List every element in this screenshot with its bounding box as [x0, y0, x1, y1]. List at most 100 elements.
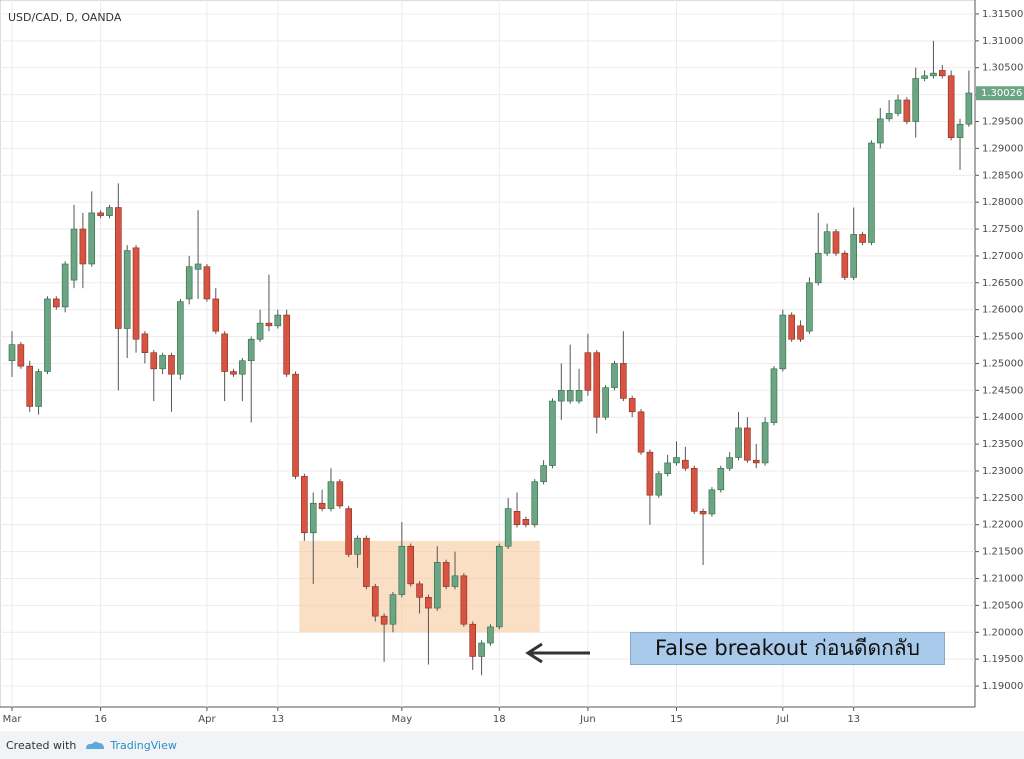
candle-body [965, 92, 973, 125]
candle-body [433, 562, 441, 609]
candle-body [690, 467, 698, 512]
candle-body [283, 314, 290, 375]
candle-body [947, 75, 955, 138]
tv-logo-cloud [86, 741, 105, 749]
candle-body [239, 360, 246, 375]
axes: 1.19000 1.19500 1.20000 1.20500 1.21000 1.215… [3, 9, 1024, 725]
candle-body [141, 333, 149, 353]
candle-body [363, 537, 370, 587]
y-tick-label: 1.27000 [982, 251, 1023, 262]
tv-logo [86, 741, 105, 749]
candle-body [868, 142, 875, 243]
candle-body [79, 228, 87, 265]
candle-body [593, 352, 601, 418]
candle-body [682, 459, 689, 469]
candle-body [416, 583, 423, 598]
candle-body [602, 387, 609, 418]
candle-body [487, 626, 494, 644]
y-tick-label: 1.21000 [982, 574, 1023, 585]
candle-body [752, 459, 760, 464]
x-tick-label: Jul [776, 714, 789, 725]
x-tick-label: 18 [493, 714, 506, 725]
candle-body [956, 123, 964, 138]
y-tick-label: 1.20000 [982, 627, 1023, 638]
candle-body [788, 314, 795, 340]
candle-body [770, 368, 778, 423]
x-tick-label: Mar [3, 714, 23, 725]
candle-body [930, 72, 937, 77]
candle-body [247, 338, 255, 362]
candle-body [575, 390, 583, 402]
candles [8, 40, 973, 676]
candle-body [655, 473, 663, 496]
candle-body [327, 481, 335, 509]
candle-body [469, 623, 477, 657]
candle-body [478, 642, 485, 657]
y-tick-label: 1.29000 [982, 143, 1023, 154]
candle-body [912, 78, 920, 122]
chart: 1.19000 1.19500 1.20000 1.20500 1.21000 1.215… [0, 0, 1024, 725]
y-tick-label: 1.28000 [982, 197, 1023, 208]
footer: Created with TradingView [0, 731, 1024, 759]
y-tick-label: 1.24000 [982, 412, 1023, 423]
x-tick-label: 13 [271, 714, 284, 725]
candle-body [850, 234, 858, 278]
candle-body [159, 355, 166, 370]
candle-body [123, 250, 131, 329]
candle-body [664, 462, 671, 474]
last-price-label: 1.30026 [981, 88, 1022, 99]
candle-body [885, 113, 893, 120]
y-tick-label: 1.26000 [982, 305, 1023, 316]
chart-title: USD/CAD, D, OANDA [8, 11, 122, 24]
candle-body [558, 390, 565, 402]
candle-body [549, 400, 556, 466]
candle-body [26, 365, 34, 407]
y-tick-label: 1.24500 [982, 385, 1023, 396]
candle-body [584, 352, 592, 391]
candle-body [44, 298, 51, 372]
candle-body [841, 252, 849, 278]
candle-body [620, 363, 627, 399]
candle-body [230, 371, 237, 375]
x-tick-label: Apr [198, 714, 216, 725]
candle-body [522, 519, 530, 526]
candle-body [797, 325, 804, 340]
candle-body [744, 427, 751, 461]
candle-body [531, 481, 539, 526]
candle-body [504, 508, 512, 547]
candle-body [495, 545, 503, 628]
y-tick-label: 1.23500 [982, 439, 1023, 450]
candle-body [345, 508, 352, 555]
candle-body [150, 352, 158, 370]
y-tick-label: 1.26500 [982, 278, 1023, 289]
candle-body [761, 422, 769, 464]
candle-body [203, 266, 211, 300]
candle-body [646, 451, 654, 496]
candle-body [8, 344, 16, 362]
x-tick-label: May [391, 714, 412, 725]
candle-body [168, 355, 175, 375]
candle-body [88, 212, 96, 265]
candle-body [513, 510, 521, 526]
y-tick-label: 1.22000 [982, 520, 1023, 531]
y-tick-label: 1.30500 [982, 63, 1023, 74]
y-tick-label: 1.21500 [982, 547, 1023, 558]
candle-body [371, 586, 379, 617]
candle-body [442, 562, 450, 587]
candle-body [52, 298, 60, 308]
arrow [525, 642, 590, 664]
candle-body [637, 411, 645, 453]
candle-body [389, 594, 397, 625]
candle-body [628, 398, 636, 413]
candle-body [132, 247, 140, 340]
candle-body [726, 457, 733, 469]
candle-body [274, 314, 282, 327]
candle-body [336, 481, 344, 507]
candle-body [735, 427, 742, 458]
candle-body [61, 263, 69, 308]
y-tick-label: 1.28500 [982, 170, 1023, 181]
candle-body [177, 301, 184, 375]
candle-body [35, 371, 42, 407]
candle-body [806, 282, 813, 332]
annotation: False breakout ก่อนดีดกลับ [630, 632, 945, 665]
